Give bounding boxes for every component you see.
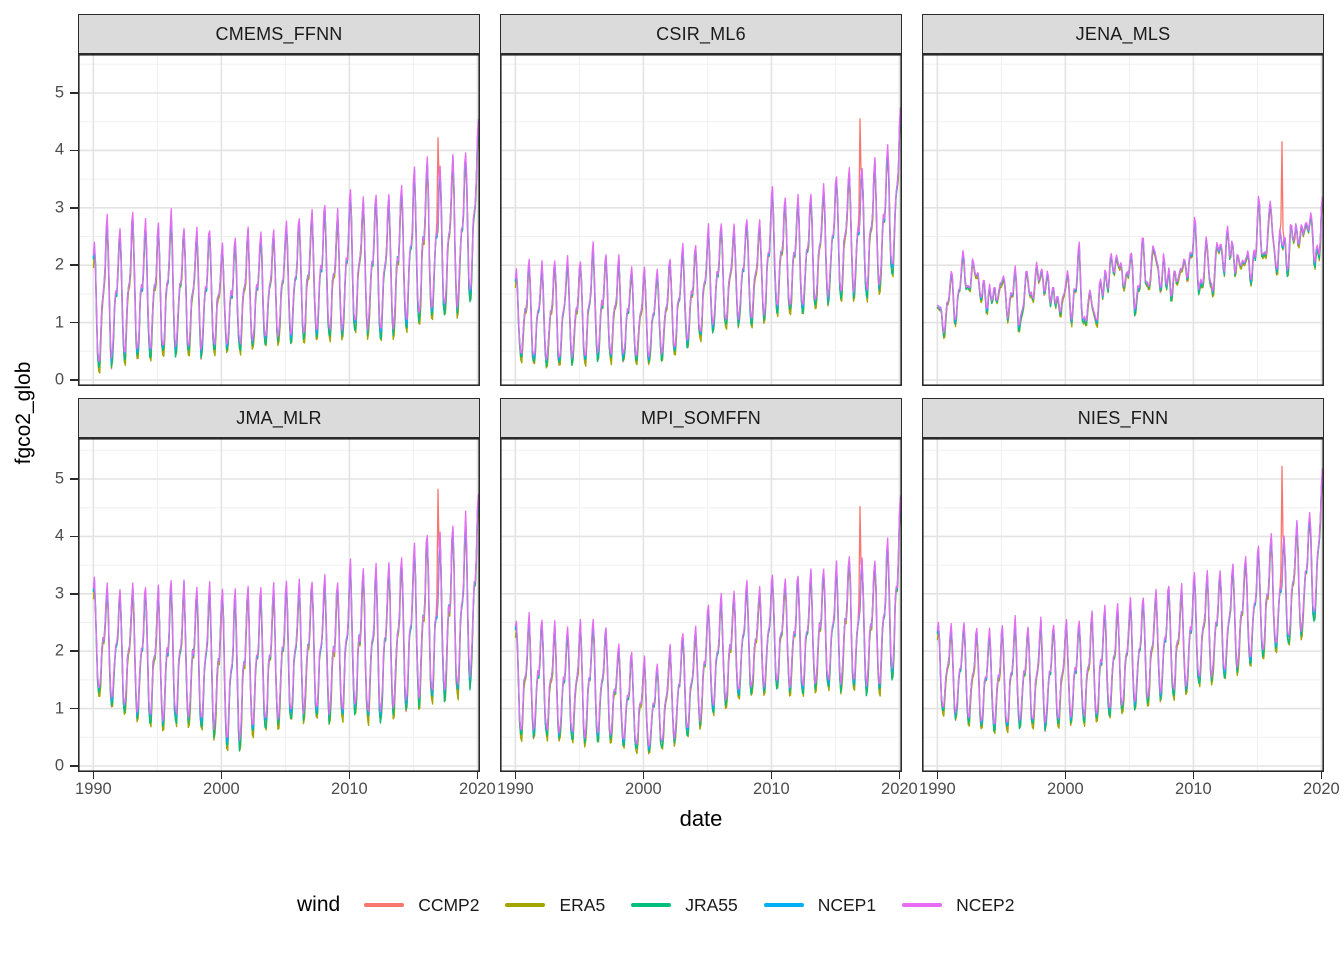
x-tick-label: 1990 (919, 780, 956, 798)
y-tick-mark (70, 379, 78, 381)
y-tick-mark (70, 707, 78, 710)
x-tick-label: 2000 (1047, 780, 1084, 798)
x-tick-mark (476, 772, 479, 779)
legend-key-line (505, 903, 546, 907)
legend-key-line (631, 903, 672, 907)
y-tick-label: 5 (54, 469, 64, 488)
facet-strip: JMA_MLR (78, 398, 480, 438)
series-line-ncep2 (92, 118, 480, 362)
facet-title: JMA_MLR (236, 407, 322, 428)
y-tick-label: 1 (54, 313, 64, 332)
legend-item-era5: ERA5 (505, 895, 605, 916)
plot-area (922, 54, 1324, 386)
facet-strip: CSIR_ML6 (500, 14, 902, 54)
plot-area (78, 54, 480, 386)
legend-label: NCEP1 (817, 894, 877, 915)
legend-label: ERA5 (559, 894, 606, 915)
series-line-ncep2 (92, 493, 480, 741)
x-tick-mark (770, 772, 773, 779)
series-line-ncep2 (514, 495, 902, 747)
y-tick-mark (70, 650, 78, 652)
y-tick-label: 3 (54, 584, 64, 603)
legend-title: wind (297, 893, 341, 916)
y-tick-label: 4 (54, 140, 64, 159)
y-tick-mark (70, 149, 78, 152)
x-tick-label: 1990 (75, 780, 112, 798)
facet-title: JENA_MLS (1075, 23, 1171, 44)
x-tick-label: 2020 (1303, 780, 1340, 798)
x-tick-label: 2010 (331, 780, 368, 798)
x-tick-mark (92, 772, 95, 779)
series-line-ncep2 (936, 195, 1324, 334)
x-tick-mark (514, 772, 517, 779)
x-tick-label: 2020 (881, 780, 918, 798)
plot-area (922, 438, 1324, 772)
facet-title: MPI_SOMFFN (640, 407, 761, 428)
facet-title: CMEMS_FFNN (215, 23, 343, 44)
y-tick-mark (70, 207, 78, 209)
legend-key-line (763, 903, 804, 907)
x-tick-mark (220, 772, 223, 779)
legend-item-ccmp2: CCMP2 (364, 895, 479, 916)
y-tick-mark (70, 593, 78, 595)
x-tick-mark (936, 772, 939, 779)
x-tick-mark (348, 772, 351, 779)
facet-strip: JENA_MLS (922, 14, 1324, 54)
plot-area (500, 54, 902, 386)
x-tick-label: 2000 (625, 780, 662, 798)
x-tick-mark (1192, 772, 1195, 779)
legend-item-jra55: JRA55 (631, 895, 738, 916)
legend-label: NCEP2 (956, 894, 1015, 915)
facet-title: CSIR_ML6 (656, 23, 746, 44)
x-tick-mark (642, 772, 645, 779)
x-tick-mark (1064, 772, 1067, 779)
y-tick-mark (70, 264, 78, 266)
y-tick-label: 3 (54, 198, 64, 217)
y-tick-label: 1 (54, 699, 64, 718)
plot-area (78, 438, 480, 772)
legend-label: JRA55 (685, 894, 738, 915)
facet-strip: NIES_FNN (922, 398, 1324, 438)
x-tick-label: 2020 (459, 780, 496, 798)
facet-title: NIES_FNN (1077, 407, 1169, 428)
y-tick-label: 2 (54, 255, 64, 274)
legend-item-ncep2: NCEP2 (902, 895, 1014, 916)
x-tick-label: 2010 (753, 780, 790, 798)
y-tick-mark (70, 535, 78, 538)
y-tick-label: 0 (54, 370, 64, 389)
y-tick-label: 5 (54, 83, 64, 102)
x-tick-mark (898, 772, 901, 779)
x-tick-label: 1990 (497, 780, 534, 798)
x-tick-mark (1320, 772, 1323, 779)
y-tick-mark (70, 478, 78, 480)
series-line-ncep2 (936, 468, 1324, 725)
legend: wind CCMP2 ERA5 JRA55 NCEP1 NCEP2 (297, 882, 1040, 928)
y-tick-label: 0 (54, 756, 64, 775)
facet-strip: MPI_SOMFFN (500, 398, 902, 438)
y-tick-mark (70, 321, 78, 324)
legend-label: CCMP2 (418, 894, 480, 915)
x-axis-title: date (679, 806, 723, 831)
series-line-ncep2 (514, 107, 902, 361)
plot-area (500, 438, 902, 772)
legend-item-ncep1: NCEP1 (763, 894, 877, 916)
y-tick-mark (70, 92, 78, 94)
legend-key-line (364, 903, 405, 907)
facet-strip: CMEMS_FFNN (78, 14, 480, 54)
y-tick-label: 4 (54, 526, 64, 545)
x-tick-label: 2000 (203, 780, 240, 798)
y-tick-label: 2 (54, 641, 64, 660)
legend-key-line (902, 903, 943, 907)
y-tick-mark (70, 765, 78, 767)
x-tick-label: 2010 (1175, 780, 1212, 798)
